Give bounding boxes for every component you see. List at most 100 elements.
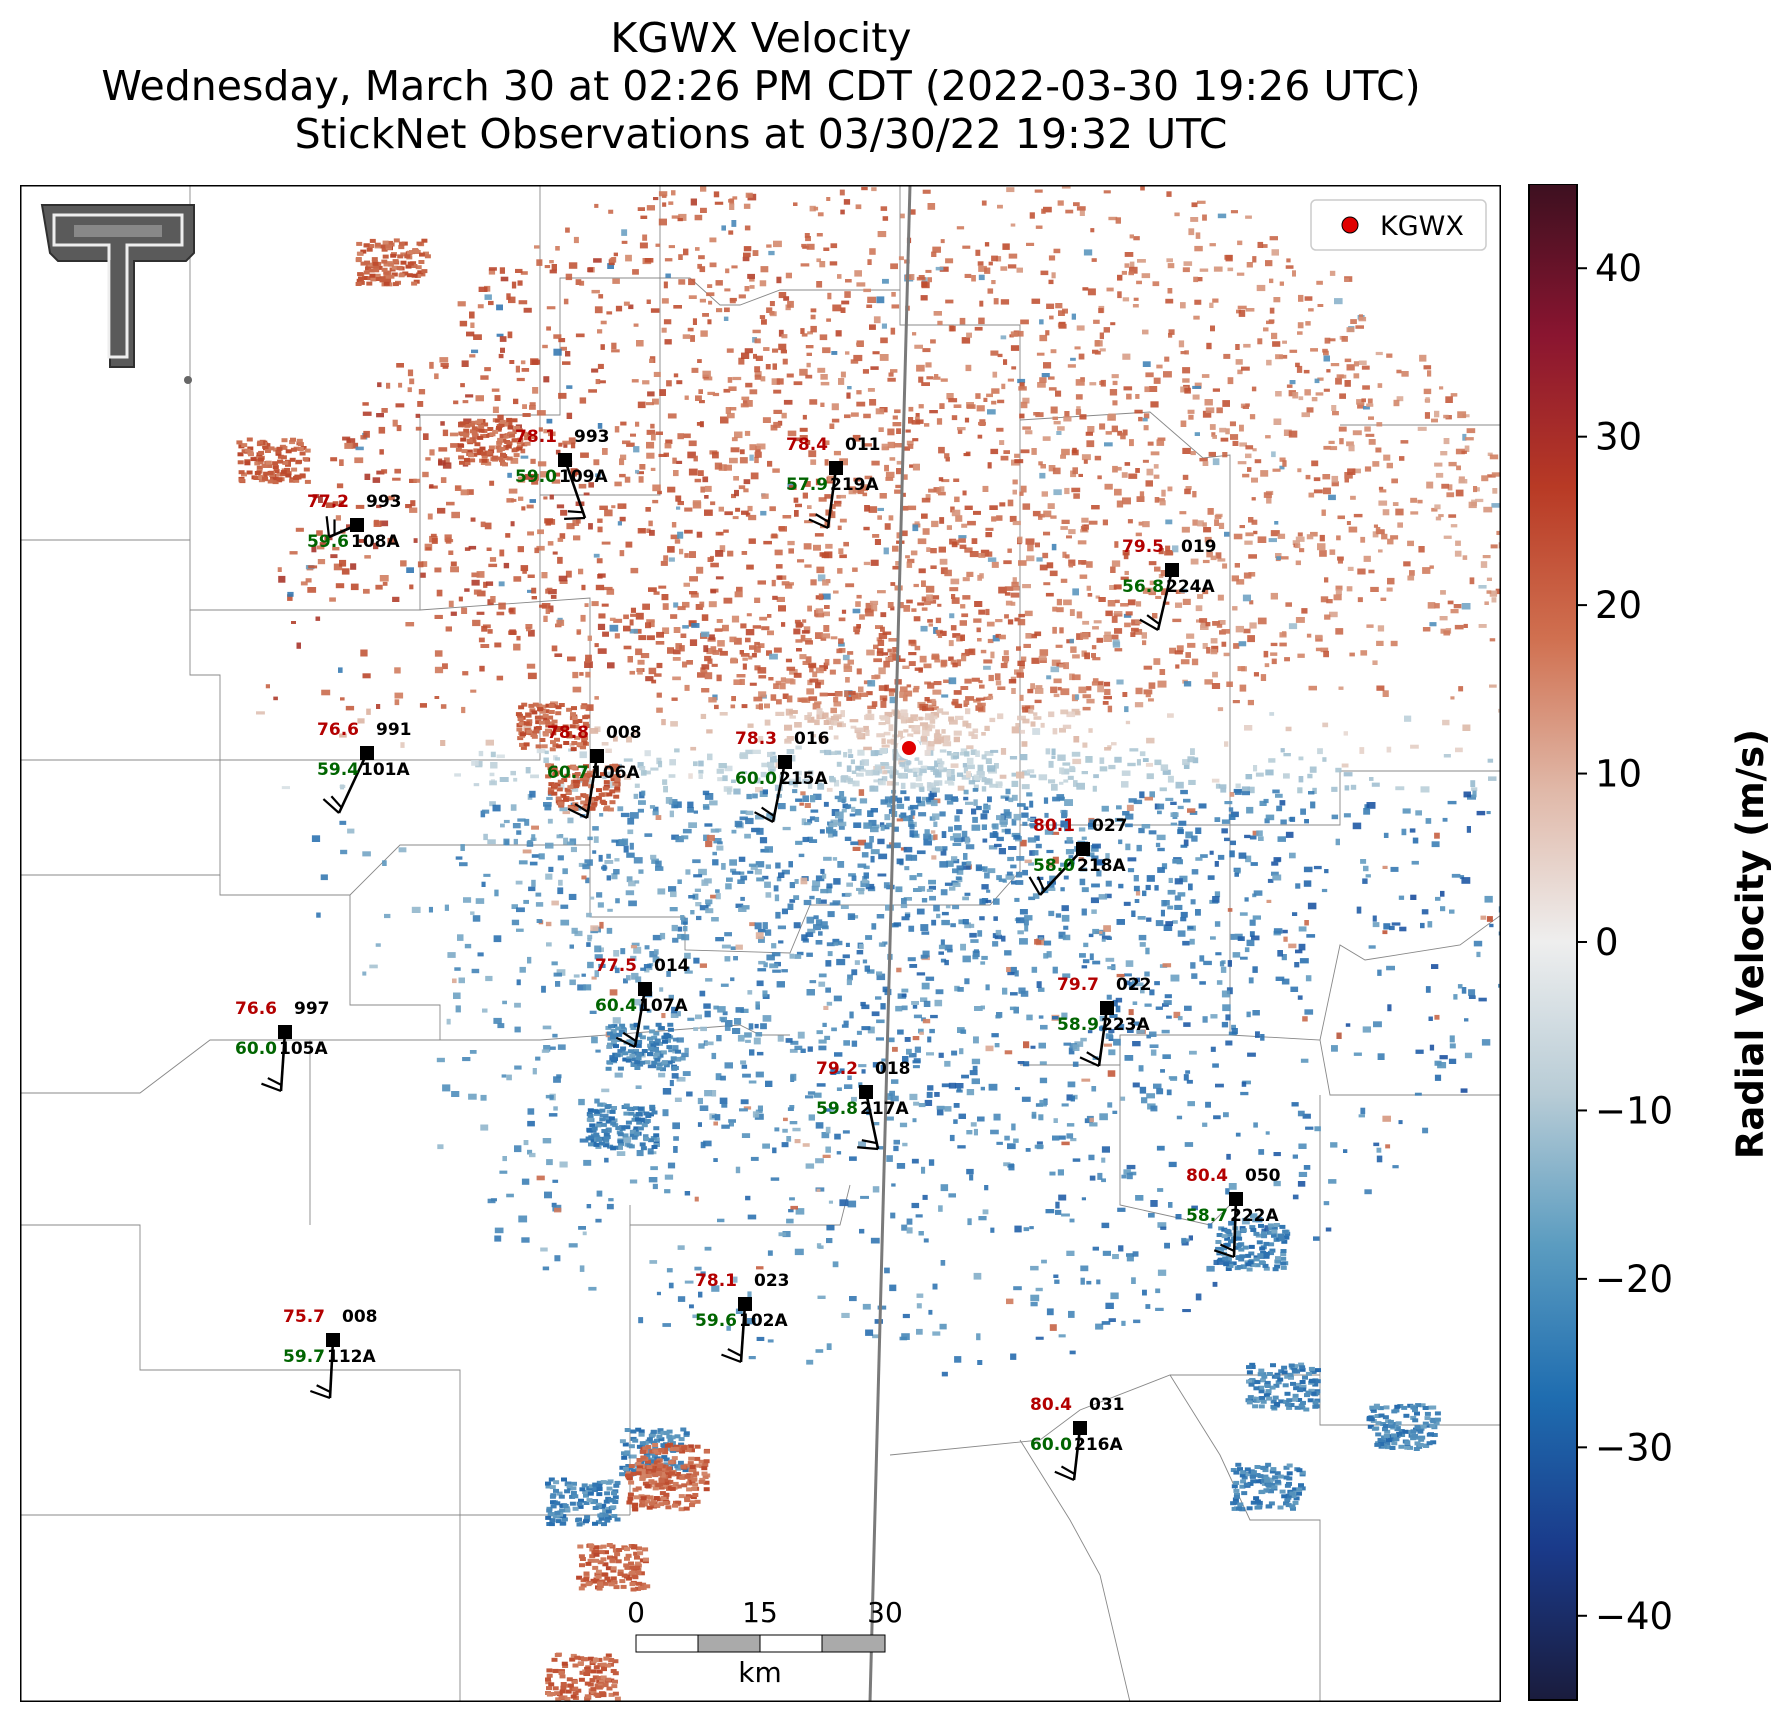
wind-barb-feather [1036,876,1046,892]
station-216A[interactable]: 80.4 031 60.0 216A [1030,1395,1125,1482]
station-pressure: 031 [1089,1395,1125,1415]
station-pressure: 014 [654,956,690,976]
station-id: 109A [559,467,608,487]
station-102A[interactable]: 78.1 023 59.6 102A [695,1271,790,1364]
station-pressure: 023 [754,1271,790,1291]
station-105A[interactable]: 76.6 997 60.0 105A [235,999,330,1093]
station-temperature: 80.1 [1033,816,1075,836]
station-215A[interactable]: 78.3 016 60.0 215A [735,729,830,823]
title-line-2: Wednesday, March 30 at 02:26 PM CDT (202… [101,62,1421,110]
station-marker [1100,1001,1114,1015]
colorbar-tick-label: −30 [1595,1426,1673,1469]
wind-barb-staff [1039,848,1084,896]
colorbar-tick-label: 30 [1595,416,1642,459]
wind-barb-staff [1097,1007,1109,1067]
wind-barb-feather [564,516,586,520]
wind-barb-staff [563,459,587,519]
station-temperature: 76.6 [235,999,277,1019]
station-marker [829,461,843,475]
station-id: 105A [279,1039,328,1059]
wind-barb-feather [309,1389,331,1400]
station-pressure: 011 [845,435,881,455]
station-id: 216A [1074,1435,1123,1455]
wind-barb-staff [1156,569,1174,631]
station-222A[interactable]: 80.4 050 58.7 222A [1186,1166,1281,1259]
legend-label: KGWX [1380,211,1464,242]
scale-tick-15: 15 [742,1596,778,1629]
wind-barb-feather [808,518,829,530]
station-temperature: 80.4 [1186,1166,1228,1186]
station-id: 217A [860,1099,909,1119]
wind-barb-staff [328,1339,335,1399]
map-legend: KGWX [1310,199,1487,251]
scale-unit: km [738,1656,782,1689]
station-112A[interactable]: 75.7 008 59.7 112A [283,1307,378,1400]
station-id: 112A [327,1347,376,1367]
texas-tech-double-t-logo [40,204,195,384]
wind-barb-feather [861,1139,877,1145]
station-id: 222A [1230,1206,1279,1226]
state-boundary-line [868,185,912,1702]
station-id: 101A [361,760,410,780]
station-107A[interactable]: 77.5 014 60.4 107A [595,956,690,1048]
wind-barb-feather [721,1353,742,1364]
station-dewpoint: 58.9 [1057,1015,1099,1035]
station-217A[interactable]: 79.2 018 59.8 217A [816,1059,911,1151]
wind-barb-feather [567,510,584,514]
wind-barb-feather [574,802,589,814]
wind-barb-feather [1060,1465,1076,1475]
station-106A[interactable]: 78.8 008 60.7 106A [547,723,642,819]
wind-barb-feather [261,1082,282,1093]
station-pressure: 008 [606,723,642,743]
station-pressure: 022 [1116,975,1152,995]
station-218A[interactable]: 80.1 027 58.0 218A [1028,816,1128,896]
colorbar: 40 30 20 10 0 −10 −20 −30 −40 Radial Velocity (m… [1528,184,1772,1701]
wind-barb-staff [633,988,647,1048]
station-id: 224A [1166,577,1215,597]
station-109A[interactable]: 78.1 993 59.0 109A [515,427,610,520]
station-dewpoint: 58.0 [1033,856,1075,876]
station-temperature: 75.7 [283,1307,325,1327]
station-dewpoint: 59.6 [695,1311,737,1331]
station-dewpoint: 57.9 [786,475,828,495]
wind-barb-feather [1213,1249,1235,1259]
colorbar-tick-label: −10 [1595,1089,1673,1132]
station-temperature: 79.2 [816,1059,858,1079]
colorbar-tick-label: −40 [1595,1595,1673,1638]
wind-barb-staff [826,467,838,529]
station-dewpoint: 59.7 [283,1347,325,1367]
wind-barb-feather [316,1384,331,1393]
station-temperature: 80.4 [1030,1395,1072,1415]
station-pressure: 027 [1092,816,1128,836]
wind-barb-feather [1086,1051,1101,1061]
station-223A[interactable]: 79.7 022 58.9 223A [1057,975,1152,1068]
wind-barb-feather [754,811,774,823]
station-marker [859,1085,873,1099]
wind-barb-feather [1079,1056,1100,1068]
wind-barb-staff [1072,1427,1082,1481]
wind-barb-feather [330,795,343,809]
station-pressure: 019 [1181,537,1217,557]
station-temperature: 77.5 [595,956,637,976]
station-id: 106A [591,763,640,783]
station-224A[interactable]: 79.5 019 56.8 224A [1122,537,1217,631]
station-id: 107A [639,996,688,1016]
station-108A[interactable]: 77.2 993 59.6 108A [307,492,401,552]
station-dewpoint: 59.8 [816,1099,858,1119]
wind-barb-feather [567,807,588,819]
colorbar-tick-label: 40 [1595,247,1642,290]
station-pressure: 991 [376,720,412,740]
wind-barb-feather [1219,1243,1235,1252]
wind-barb-feather [325,516,331,538]
station-219A[interactable]: 78.4 011 57.9 219A [786,435,881,530]
wind-barb-feather [815,513,830,523]
station-dewpoint: 60.7 [547,763,589,783]
station-dewpoint: 59.0 [515,467,557,487]
wind-barb-feather [1146,614,1161,626]
station-marker [738,1297,752,1311]
station-101A[interactable]: 76.6 991 59.4 101A [317,720,412,814]
colorbar-gradient [1528,184,1578,1701]
station-temperature: 77.2 [307,492,349,512]
colorbar-tick-label: 10 [1595,753,1642,796]
